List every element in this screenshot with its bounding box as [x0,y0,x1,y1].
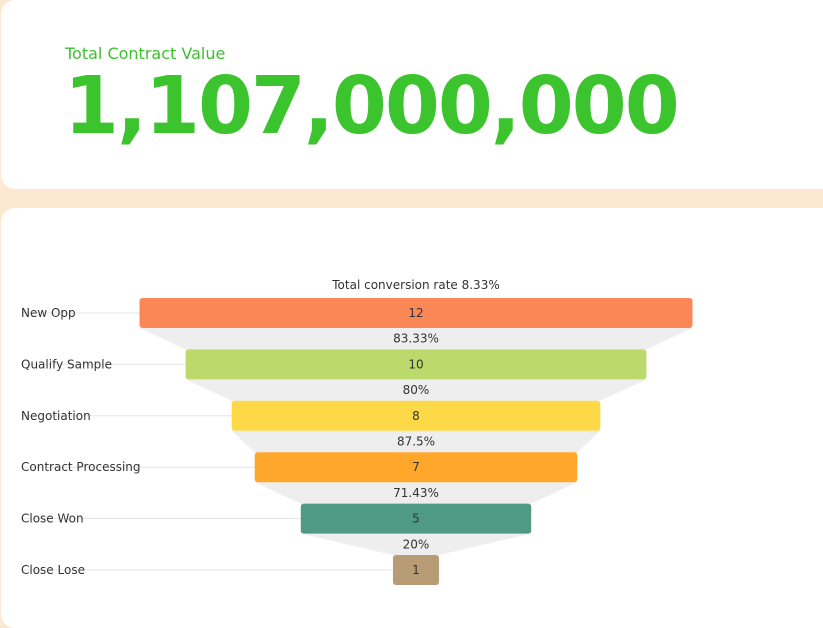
conversion-rate-label: 87.5% [397,435,435,449]
category-label: New Opp [21,306,76,320]
category-label: Close Lose [21,563,85,577]
kpi-label: Total Contract Value [65,44,226,63]
funnel-bar [231,400,601,431]
category-label: Close Won [21,512,84,526]
value-label: 7 [412,460,420,474]
value-label: 10 [408,357,423,371]
kpi-value: 1,107,000,000 [64,60,680,152]
funnel-bar [139,298,693,328]
funnel-bar [254,452,578,483]
category-label: Qualify Sample [21,357,112,371]
funnel-bar [300,503,532,534]
funnel-chart: Total conversion rate 8.33% New Opp Qualif… [21,278,693,585]
funnel-connector [254,482,578,504]
category-label: Negotiation [21,409,91,423]
value-label: 8 [412,409,420,423]
value-label: 12 [408,306,423,320]
value-label: 5 [412,512,420,526]
funnel-connector [231,430,601,453]
funnel-connector [300,533,532,555]
kpi-card: Total Contract Value 1,107,000,000 [1,0,823,189]
conversion-rate-label: 80% [403,383,430,397]
conversion-rate-label: 20% [403,537,430,551]
funnel-bar [185,349,647,380]
conversion-rate-label: 71.43% [393,486,439,500]
value-label: 1 [412,563,420,577]
funnel-card: Total conversion rate 8.33% New Opp Qualif… [1,208,823,628]
conversion-rate-label: 83.33% [393,332,439,346]
funnel-connector [185,379,647,401]
funnel-bar [392,555,440,585]
funnel-connector [139,328,693,350]
category-label: Contract Processing [21,460,141,474]
chart-title: Total conversion rate 8.33% [331,278,499,292]
